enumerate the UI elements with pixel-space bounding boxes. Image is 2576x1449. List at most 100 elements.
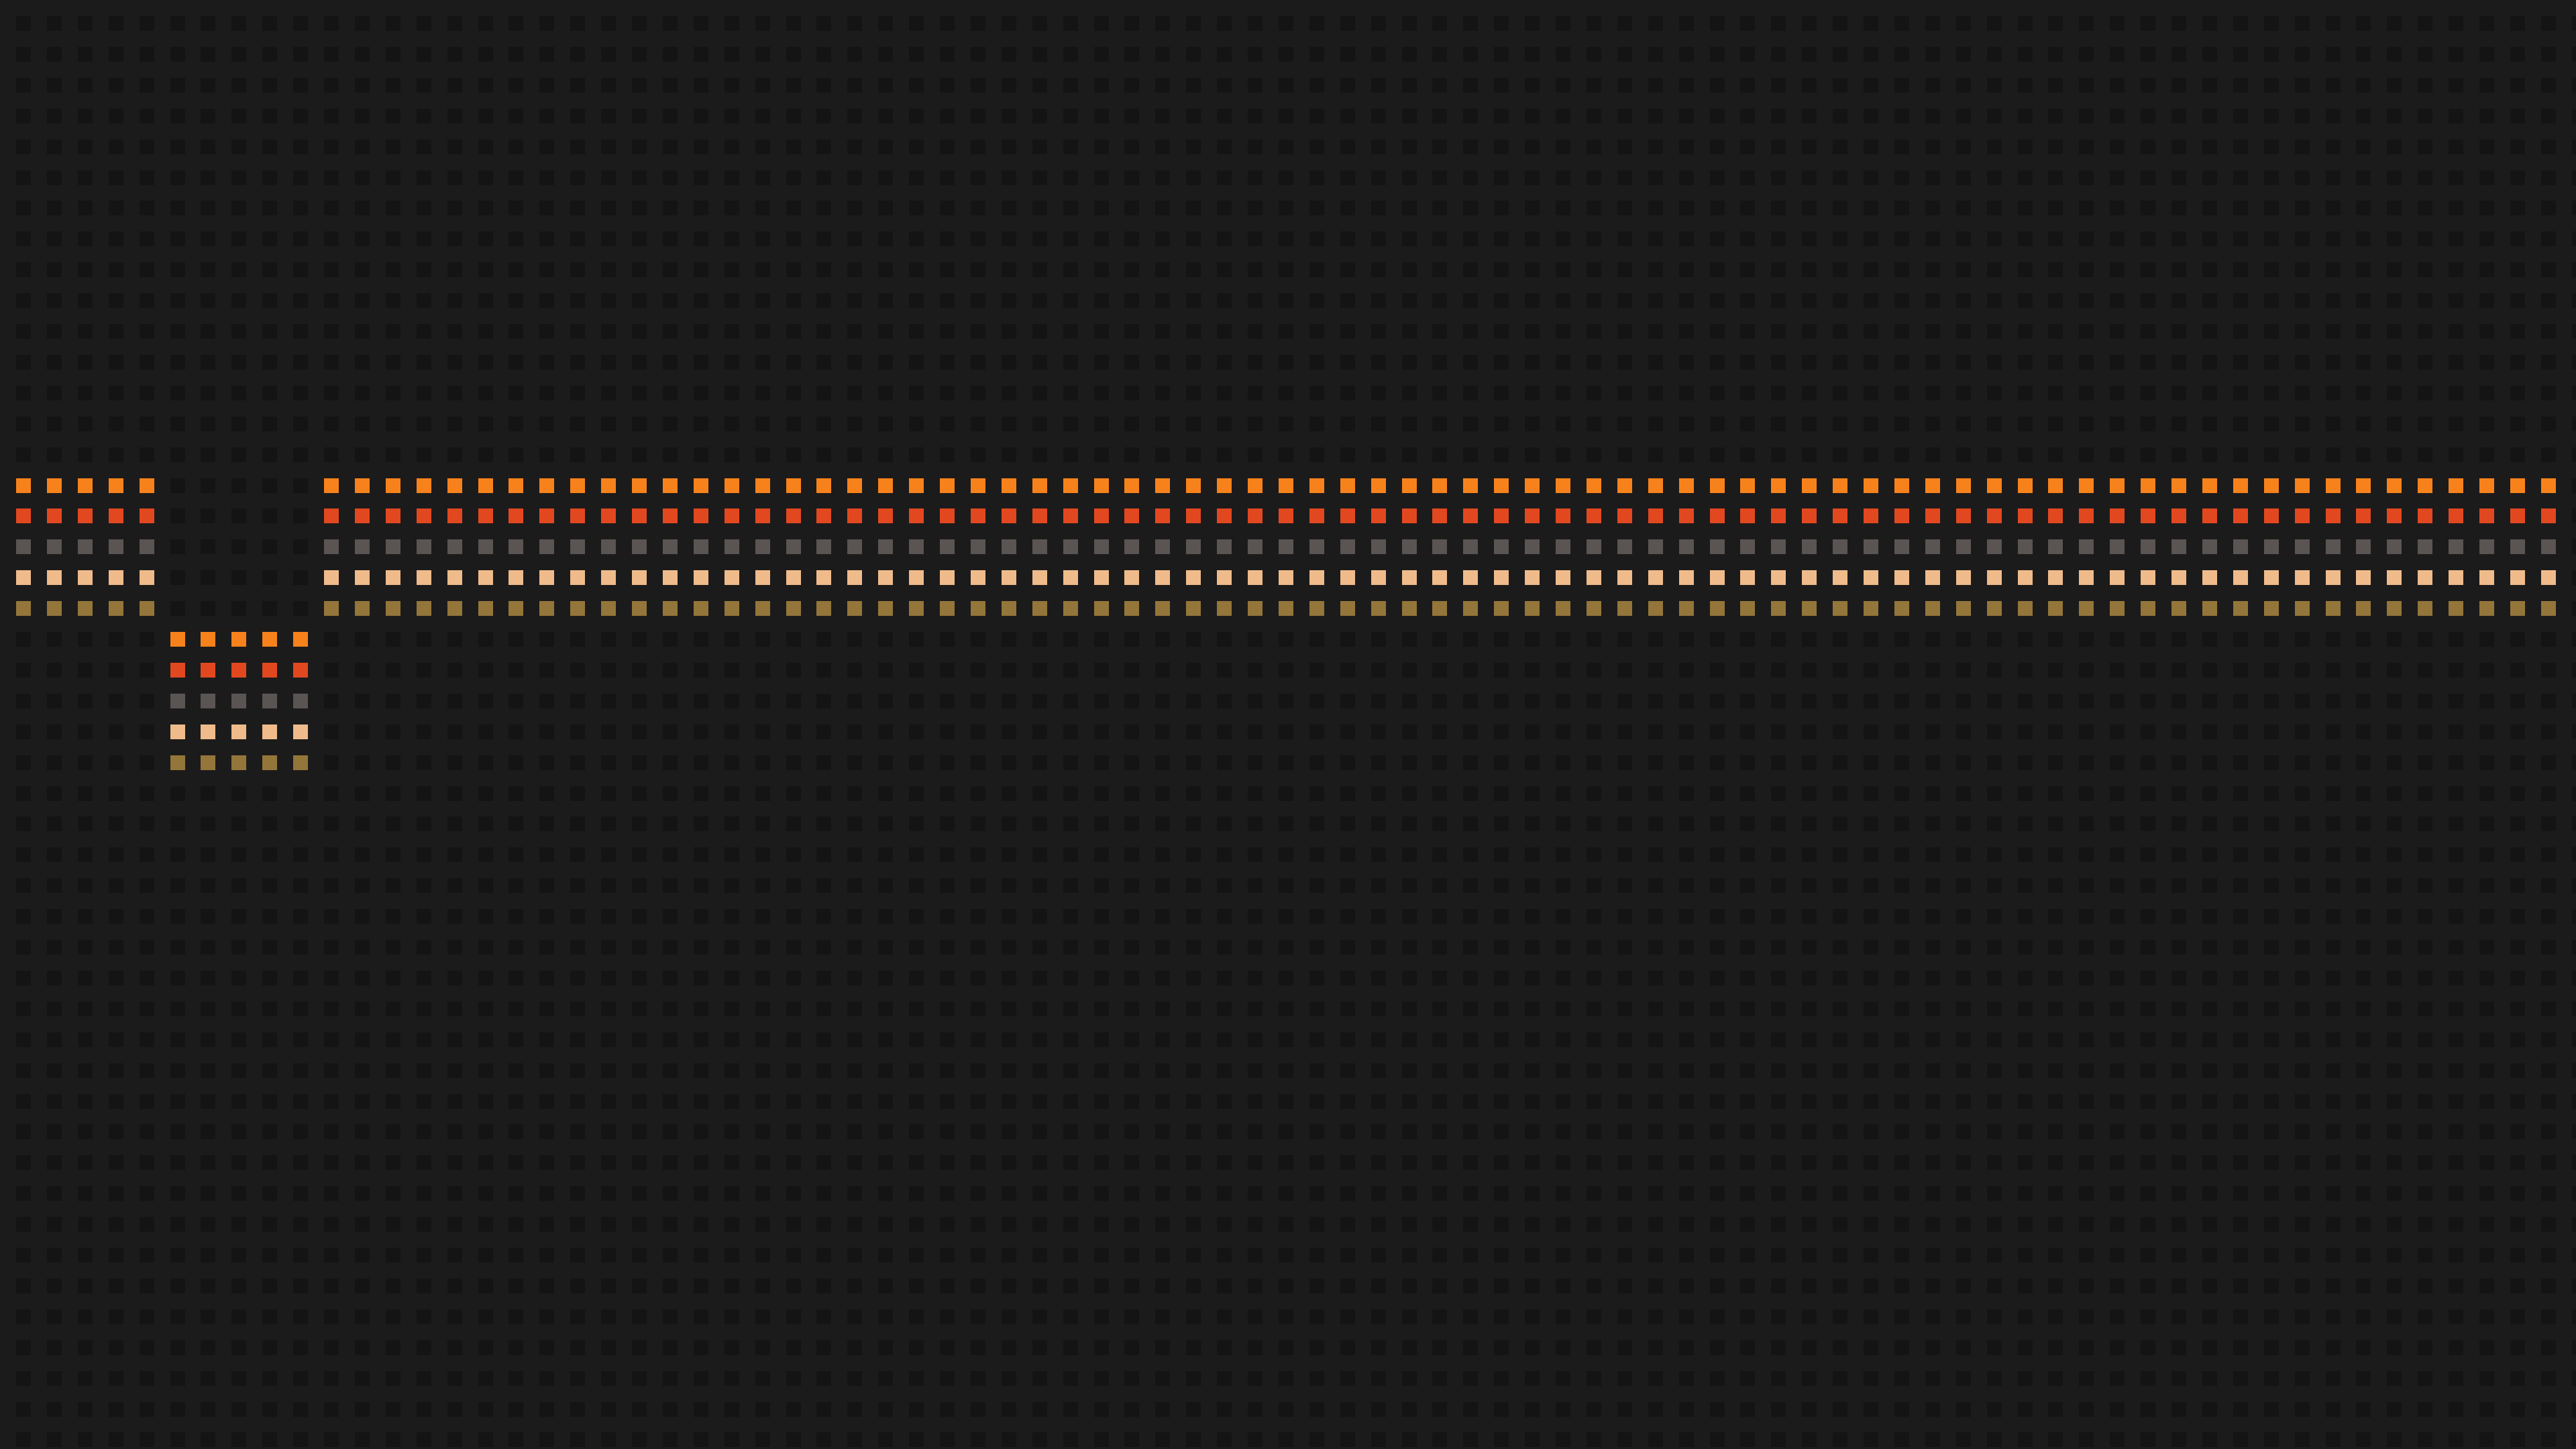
striped-band-main-dot [1032, 539, 1047, 554]
striped-band-main-dot [2295, 570, 2310, 585]
striped-band-main-dot [1217, 478, 1232, 493]
striped-band-main-dot [1833, 601, 1847, 616]
striped-band-main-dot [971, 508, 985, 523]
striped-band-main-dot [694, 478, 708, 493]
striped-band-main-dot [2264, 508, 2279, 523]
striped-band-main-dot [1124, 539, 1139, 554]
striped-band-main-dot [386, 539, 400, 554]
striped-band-main-dot [1124, 508, 1139, 523]
striped-block-dropped-dot [262, 724, 277, 739]
striped-band-main-dot [1124, 570, 1139, 585]
striped-band-main-dot [47, 508, 62, 523]
striped-band-main-dot [1740, 478, 1755, 493]
striped-band-main-dot [1340, 539, 1355, 554]
striped-band-main-dot [1063, 539, 1078, 554]
striped-band-main-dot [386, 508, 400, 523]
striped-block-dropped-dot [231, 724, 246, 739]
striped-band-main-dot [2202, 508, 2217, 523]
striped-band-main-dot [1340, 508, 1355, 523]
striped-band-main-dot [1002, 570, 1016, 585]
striped-band-main-dot [971, 539, 985, 554]
striped-band-main-dot [1094, 570, 1109, 585]
striped-band-main-dot [1525, 570, 1540, 585]
striped-band-main-dot [1094, 601, 1109, 616]
striped-band-main-dot [1956, 539, 1971, 554]
striped-band-main-dot [724, 539, 739, 554]
striped-band-main-dot [2479, 478, 2494, 493]
striped-band-main-dot [2356, 478, 2371, 493]
striped-band-main-dot [1463, 478, 1478, 493]
striped-band-main-dot [847, 539, 862, 554]
striped-band-main-dot [2326, 601, 2341, 616]
striped-band-main-dot [1864, 508, 1878, 523]
striped-band-main-dot [1371, 478, 1386, 493]
striped-band-main-dot [16, 508, 31, 523]
striped-band-main-dot [16, 570, 31, 585]
striped-band-main-dot [1833, 478, 1847, 493]
striped-band-main-dot [1432, 601, 1447, 616]
striped-band-main-dot [1956, 478, 1971, 493]
striped-band-main-dot [2356, 570, 2371, 585]
striped-block-dropped-dot [293, 724, 308, 739]
striped-band-main-dot [1186, 601, 1201, 616]
striped-band-main-dot [971, 601, 985, 616]
striped-band-main-dot [816, 539, 831, 554]
striped-band-main-dot [755, 570, 770, 585]
striped-band-main-dot [2449, 508, 2463, 523]
striped-band-main-dot [1556, 478, 1570, 493]
striped-band-main-dot [1833, 508, 1847, 523]
striped-band-main-dot [1525, 508, 1540, 523]
striped-band-main-dot [909, 478, 924, 493]
striped-band-main-dot [1679, 601, 1694, 616]
striped-band-main-dot [940, 570, 955, 585]
striped-band-main-dot [1217, 570, 1232, 585]
striped-band-main-dot [1556, 570, 1570, 585]
striped-band-main-dot [755, 478, 770, 493]
striped-band-main-dot [2449, 478, 2463, 493]
striped-band-main-dot [755, 539, 770, 554]
striped-block-dropped-dot [170, 663, 185, 678]
striped-band-main-dot [601, 601, 616, 616]
striped-band-main-dot [2387, 601, 2402, 616]
striped-block-dropped-dot [170, 755, 185, 770]
striped-band-main-dot [2048, 601, 2063, 616]
striped-band-main-dot [16, 478, 31, 493]
striped-band-main-dot [1864, 570, 1878, 585]
striped-band-main-dot [601, 570, 616, 585]
striped-band-main-dot [508, 570, 523, 585]
striped-band-main-dot [1279, 508, 1293, 523]
striped-band-main-dot [2171, 601, 2186, 616]
striped-band-main-dot [2510, 478, 2525, 493]
striped-band-main-dot [508, 478, 523, 493]
striped-band-main-dot [2295, 539, 2310, 554]
striped-band-main-dot [1679, 570, 1694, 585]
striped-band-main-dot [1248, 508, 1263, 523]
striped-band-main-dot [1710, 539, 1725, 554]
striped-band-main-dot [78, 539, 93, 554]
striped-band-main-dot [1002, 601, 1016, 616]
striped-band-main-dot [2110, 508, 2125, 523]
striped-band-main-dot [2326, 508, 2341, 523]
striped-band-main-dot [324, 478, 339, 493]
striped-band-main-dot [1771, 508, 1786, 523]
striped-band-main-dot [140, 601, 154, 616]
striped-band-main-dot [140, 570, 154, 585]
striped-band-main-dot [2141, 508, 2155, 523]
striped-band-main-dot [2356, 601, 2371, 616]
striped-band-main-dot [355, 539, 370, 554]
striped-band-main-dot [632, 508, 647, 523]
striped-band-main-dot [539, 570, 554, 585]
striped-band-main-dot [2079, 539, 2094, 554]
striped-band-main-dot [724, 508, 739, 523]
striped-band-main-dot [1740, 570, 1755, 585]
striped-band-main-dot [1279, 601, 1293, 616]
striped-band-main-dot [1956, 570, 1971, 585]
striped-band-main-dot [1248, 601, 1263, 616]
striped-band-main-dot [2479, 570, 2494, 585]
striped-block-dropped-dot [262, 663, 277, 678]
striped-band-main-dot [2233, 601, 2248, 616]
striped-band-main-dot [140, 508, 154, 523]
striped-band-main-dot [1525, 539, 1540, 554]
striped-band-main-dot [755, 508, 770, 523]
striped-band-main-dot [1556, 601, 1570, 616]
